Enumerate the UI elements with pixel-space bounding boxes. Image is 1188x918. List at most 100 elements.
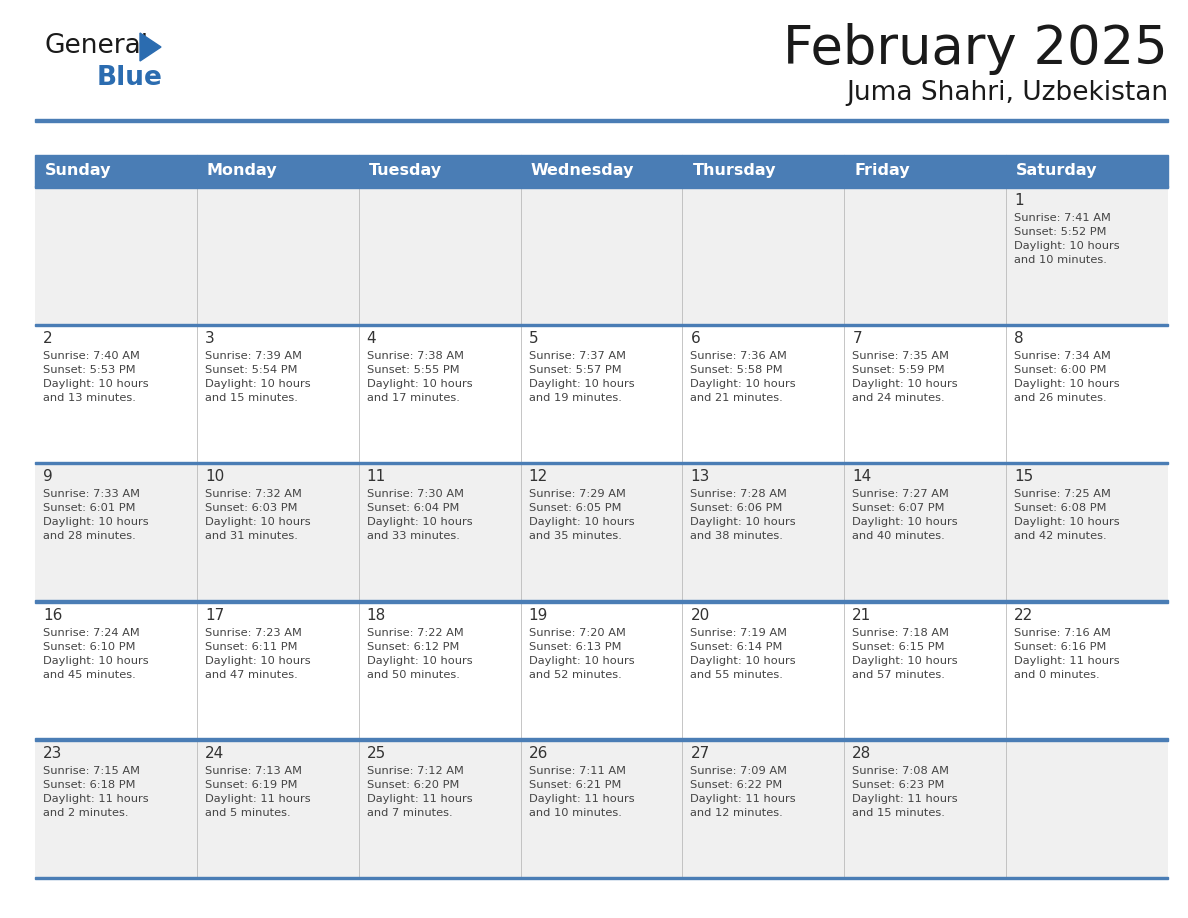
Text: 2: 2 bbox=[43, 331, 52, 346]
Text: 25: 25 bbox=[367, 745, 386, 761]
Bar bbox=[1006, 187, 1168, 325]
Text: 1: 1 bbox=[1015, 193, 1024, 208]
Text: Sunrise: 7:39 AM
Sunset: 5:54 PM
Daylight: 10 hours
and 15 minutes.: Sunrise: 7:39 AM Sunset: 5:54 PM Dayligh… bbox=[204, 352, 310, 403]
Text: Thursday: Thursday bbox=[693, 163, 776, 178]
Bar bbox=[682, 155, 845, 187]
Text: Sunrise: 7:33 AM
Sunset: 6:01 PM
Daylight: 10 hours
and 28 minutes.: Sunrise: 7:33 AM Sunset: 6:01 PM Dayligh… bbox=[43, 489, 148, 542]
Bar bbox=[845, 155, 1006, 187]
Bar bbox=[1006, 464, 1168, 601]
Bar bbox=[197, 155, 359, 187]
Text: Sunrise: 7:30 AM
Sunset: 6:04 PM
Daylight: 10 hours
and 33 minutes.: Sunrise: 7:30 AM Sunset: 6:04 PM Dayligh… bbox=[367, 489, 473, 542]
Bar bbox=[520, 740, 682, 878]
Bar bbox=[197, 187, 359, 325]
Text: Sunrise: 7:09 AM
Sunset: 6:22 PM
Daylight: 11 hours
and 12 minutes.: Sunrise: 7:09 AM Sunset: 6:22 PM Dayligh… bbox=[690, 766, 796, 818]
Bar bbox=[1006, 155, 1168, 187]
Text: 27: 27 bbox=[690, 745, 709, 761]
Text: Saturday: Saturday bbox=[1016, 163, 1098, 178]
Text: 22: 22 bbox=[1015, 608, 1034, 622]
Bar bbox=[845, 187, 1006, 325]
Bar bbox=[359, 601, 520, 740]
Text: Sunrise: 7:40 AM
Sunset: 5:53 PM
Daylight: 10 hours
and 13 minutes.: Sunrise: 7:40 AM Sunset: 5:53 PM Dayligh… bbox=[43, 352, 148, 403]
Bar bbox=[34, 155, 197, 187]
Bar bbox=[682, 187, 845, 325]
Text: Sunrise: 7:16 AM
Sunset: 6:16 PM
Daylight: 11 hours
and 0 minutes.: Sunrise: 7:16 AM Sunset: 6:16 PM Dayligh… bbox=[1015, 628, 1120, 679]
Text: Sunrise: 7:25 AM
Sunset: 6:08 PM
Daylight: 10 hours
and 42 minutes.: Sunrise: 7:25 AM Sunset: 6:08 PM Dayligh… bbox=[1015, 489, 1120, 542]
Text: 28: 28 bbox=[852, 745, 872, 761]
Bar bbox=[520, 187, 682, 325]
Bar bbox=[34, 740, 197, 878]
Bar bbox=[1006, 325, 1168, 464]
Bar bbox=[845, 740, 1006, 878]
Bar bbox=[845, 601, 1006, 740]
Bar bbox=[34, 877, 1168, 879]
Text: 12: 12 bbox=[529, 469, 548, 485]
Text: Sunrise: 7:12 AM
Sunset: 6:20 PM
Daylight: 11 hours
and 7 minutes.: Sunrise: 7:12 AM Sunset: 6:20 PM Dayligh… bbox=[367, 766, 473, 818]
Text: 16: 16 bbox=[43, 608, 63, 622]
Bar bbox=[520, 601, 682, 740]
Text: 23: 23 bbox=[43, 745, 63, 761]
Bar bbox=[34, 325, 197, 464]
Text: Juma Shahri, Uzbekistan: Juma Shahri, Uzbekistan bbox=[846, 80, 1168, 106]
Text: 10: 10 bbox=[204, 469, 225, 485]
Bar bbox=[359, 464, 520, 601]
Bar bbox=[520, 464, 682, 601]
Text: Monday: Monday bbox=[207, 163, 278, 178]
Text: Sunrise: 7:18 AM
Sunset: 6:15 PM
Daylight: 10 hours
and 57 minutes.: Sunrise: 7:18 AM Sunset: 6:15 PM Dayligh… bbox=[852, 628, 958, 679]
Text: Sunrise: 7:24 AM
Sunset: 6:10 PM
Daylight: 10 hours
and 45 minutes.: Sunrise: 7:24 AM Sunset: 6:10 PM Dayligh… bbox=[43, 628, 148, 679]
Bar bbox=[197, 464, 359, 601]
Bar bbox=[359, 325, 520, 464]
Text: Sunrise: 7:13 AM
Sunset: 6:19 PM
Daylight: 11 hours
and 5 minutes.: Sunrise: 7:13 AM Sunset: 6:19 PM Dayligh… bbox=[204, 766, 310, 818]
Text: 8: 8 bbox=[1015, 331, 1024, 346]
Bar bbox=[682, 740, 845, 878]
Text: Sunrise: 7:20 AM
Sunset: 6:13 PM
Daylight: 10 hours
and 52 minutes.: Sunrise: 7:20 AM Sunset: 6:13 PM Dayligh… bbox=[529, 628, 634, 679]
Bar bbox=[34, 185, 1168, 188]
Text: Sunrise: 7:34 AM
Sunset: 6:00 PM
Daylight: 10 hours
and 26 minutes.: Sunrise: 7:34 AM Sunset: 6:00 PM Dayligh… bbox=[1015, 352, 1120, 403]
Text: Sunrise: 7:36 AM
Sunset: 5:58 PM
Daylight: 10 hours
and 21 minutes.: Sunrise: 7:36 AM Sunset: 5:58 PM Dayligh… bbox=[690, 352, 796, 403]
Text: Blue: Blue bbox=[97, 65, 163, 91]
Bar bbox=[1006, 601, 1168, 740]
Text: Sunrise: 7:37 AM
Sunset: 5:57 PM
Daylight: 10 hours
and 19 minutes.: Sunrise: 7:37 AM Sunset: 5:57 PM Dayligh… bbox=[529, 352, 634, 403]
Text: 20: 20 bbox=[690, 608, 709, 622]
Text: Sunday: Sunday bbox=[45, 163, 112, 178]
Text: 6: 6 bbox=[690, 331, 700, 346]
Text: Sunrise: 7:32 AM
Sunset: 6:03 PM
Daylight: 10 hours
and 31 minutes.: Sunrise: 7:32 AM Sunset: 6:03 PM Dayligh… bbox=[204, 489, 310, 542]
Text: 17: 17 bbox=[204, 608, 225, 622]
Text: 7: 7 bbox=[852, 331, 862, 346]
Bar bbox=[197, 601, 359, 740]
Polygon shape bbox=[140, 33, 162, 61]
Text: Sunrise: 7:23 AM
Sunset: 6:11 PM
Daylight: 10 hours
and 47 minutes.: Sunrise: 7:23 AM Sunset: 6:11 PM Dayligh… bbox=[204, 628, 310, 679]
Bar bbox=[1006, 740, 1168, 878]
Text: Sunrise: 7:28 AM
Sunset: 6:06 PM
Daylight: 10 hours
and 38 minutes.: Sunrise: 7:28 AM Sunset: 6:06 PM Dayligh… bbox=[690, 489, 796, 542]
Text: 4: 4 bbox=[367, 331, 377, 346]
Bar bbox=[34, 462, 1168, 465]
Bar bbox=[845, 464, 1006, 601]
Text: 3: 3 bbox=[204, 331, 215, 346]
Bar bbox=[682, 325, 845, 464]
Text: Sunrise: 7:19 AM
Sunset: 6:14 PM
Daylight: 10 hours
and 55 minutes.: Sunrise: 7:19 AM Sunset: 6:14 PM Dayligh… bbox=[690, 628, 796, 679]
Bar bbox=[34, 601, 197, 740]
Text: Sunrise: 7:35 AM
Sunset: 5:59 PM
Daylight: 10 hours
and 24 minutes.: Sunrise: 7:35 AM Sunset: 5:59 PM Dayligh… bbox=[852, 352, 958, 403]
Text: 14: 14 bbox=[852, 469, 872, 485]
Text: 24: 24 bbox=[204, 745, 225, 761]
Text: 19: 19 bbox=[529, 608, 548, 622]
Bar bbox=[682, 601, 845, 740]
Bar bbox=[34, 464, 197, 601]
Text: 18: 18 bbox=[367, 608, 386, 622]
Text: 5: 5 bbox=[529, 331, 538, 346]
Bar bbox=[359, 187, 520, 325]
Bar bbox=[34, 187, 197, 325]
Text: Sunrise: 7:22 AM
Sunset: 6:12 PM
Daylight: 10 hours
and 50 minutes.: Sunrise: 7:22 AM Sunset: 6:12 PM Dayligh… bbox=[367, 628, 473, 679]
Text: Sunrise: 7:41 AM
Sunset: 5:52 PM
Daylight: 10 hours
and 10 minutes.: Sunrise: 7:41 AM Sunset: 5:52 PM Dayligh… bbox=[1015, 213, 1120, 265]
Text: Wednesday: Wednesday bbox=[531, 163, 634, 178]
Bar bbox=[359, 740, 520, 878]
Bar bbox=[682, 464, 845, 601]
Bar bbox=[359, 155, 520, 187]
Text: 15: 15 bbox=[1015, 469, 1034, 485]
Bar bbox=[34, 119, 1168, 122]
Text: 26: 26 bbox=[529, 745, 548, 761]
Text: Friday: Friday bbox=[854, 163, 910, 178]
Text: Sunrise: 7:11 AM
Sunset: 6:21 PM
Daylight: 11 hours
and 10 minutes.: Sunrise: 7:11 AM Sunset: 6:21 PM Dayligh… bbox=[529, 766, 634, 818]
Bar bbox=[520, 325, 682, 464]
Text: Sunrise: 7:08 AM
Sunset: 6:23 PM
Daylight: 11 hours
and 15 minutes.: Sunrise: 7:08 AM Sunset: 6:23 PM Dayligh… bbox=[852, 766, 958, 818]
Text: Sunrise: 7:29 AM
Sunset: 6:05 PM
Daylight: 10 hours
and 35 minutes.: Sunrise: 7:29 AM Sunset: 6:05 PM Dayligh… bbox=[529, 489, 634, 542]
